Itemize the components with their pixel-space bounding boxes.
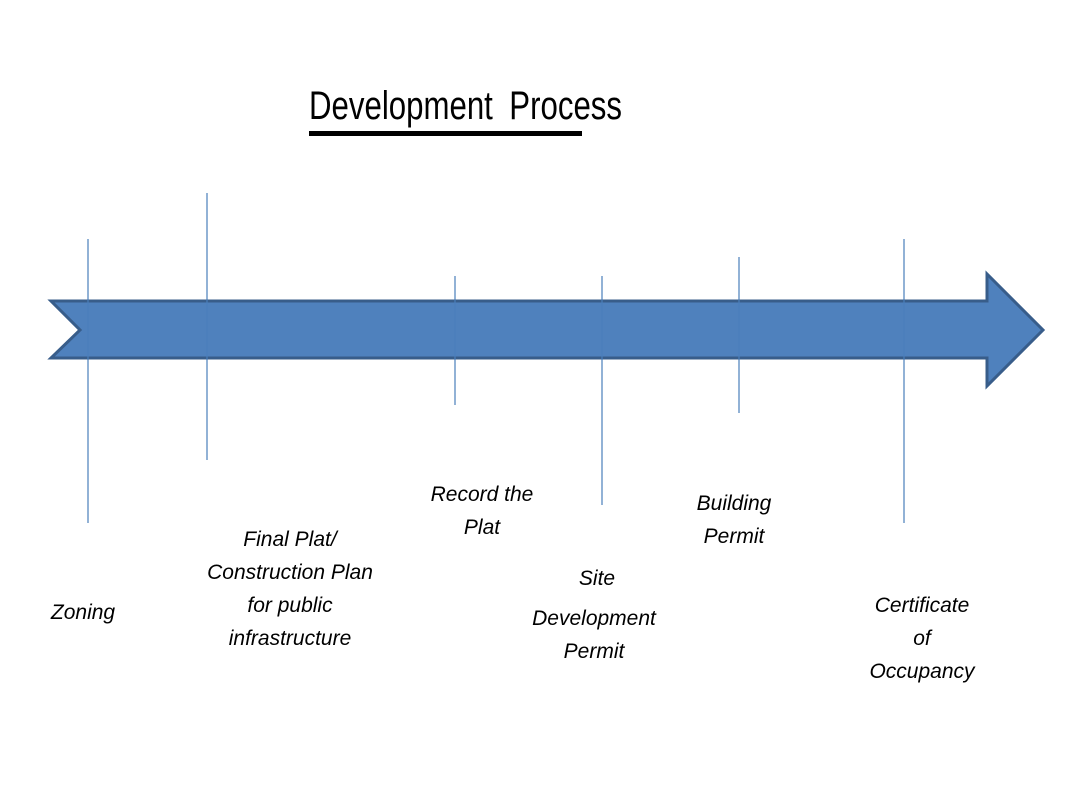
label-line: Permit [703,525,765,548]
label-line: for public [247,594,333,617]
label-line: Zoning [50,601,116,624]
step-label-certificate: Certificate of Occupancy [869,589,974,688]
label-line: Development [532,607,656,630]
label-line: infrastructure [228,627,352,650]
step-label-development-permit: Development Permit [532,602,656,668]
step-label-zoning: Zoning [51,596,115,629]
timeline-arrow [47,270,1046,390]
label-line: Occupancy [869,660,975,683]
label-line: Record the [430,483,534,506]
diagram-title: Development Process [309,84,622,138]
label-line: Building [696,492,772,515]
label-line: Final Plat/ [243,528,337,551]
step-label-record-plat: Record the Plat [431,478,534,544]
label-line: of [913,627,931,650]
title-text: Development Process [309,84,623,128]
label-line: Plat [463,516,501,539]
label-line: Construction Plan [207,561,373,584]
label-line: Certificate [874,594,970,617]
step-label-site: Site [579,562,615,595]
label-line: Site [578,567,616,590]
title-underline [309,131,582,136]
step-label-final-plat: Final Plat/ Construction Plan for public… [207,523,373,655]
label-line: Permit [563,640,625,663]
step-label-building-permit: Building Permit [697,487,772,553]
